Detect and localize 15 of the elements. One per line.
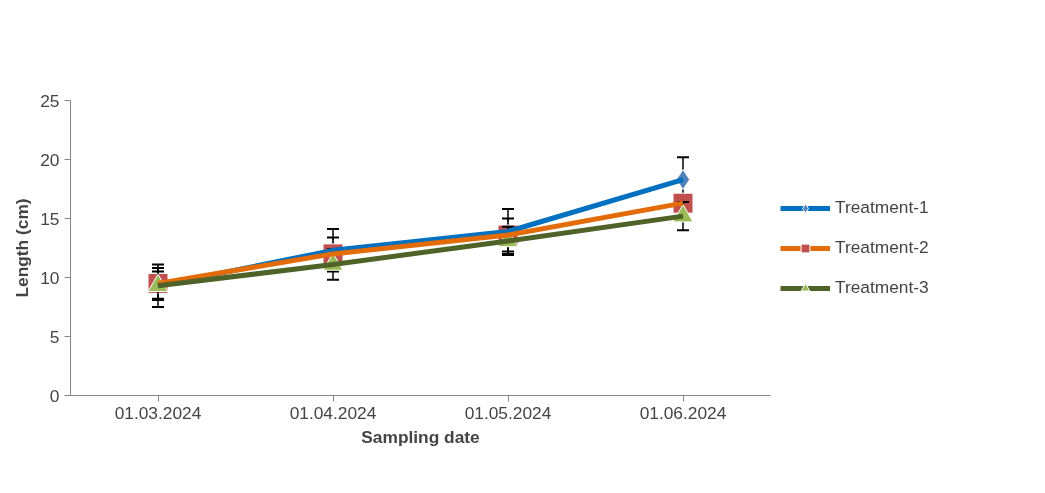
- x-tick-label: 01.06.2024: [639, 402, 727, 423]
- legend-label: Treatment-3: [835, 276, 929, 299]
- x-tick-label: 01.05.2024: [464, 402, 552, 423]
- x-axis-title: Sampling date: [361, 426, 481, 447]
- y-tick-label: 10: [40, 267, 60, 288]
- legend-label: Treatment-2: [835, 236, 929, 259]
- x-tick-label: 01.04.2024: [289, 402, 377, 423]
- y-tick-label: 5: [49, 326, 60, 347]
- x-tick-label: 01.03.2024: [114, 402, 202, 423]
- y-tick-label: 25: [40, 90, 60, 111]
- y-tick-label: 0: [49, 385, 60, 406]
- legend-label: Treatment-1: [835, 196, 929, 219]
- y-tick-label: 20: [40, 149, 60, 170]
- y-axis-title: Length (cm): [12, 198, 33, 298]
- y-tick-label: 15: [40, 208, 60, 229]
